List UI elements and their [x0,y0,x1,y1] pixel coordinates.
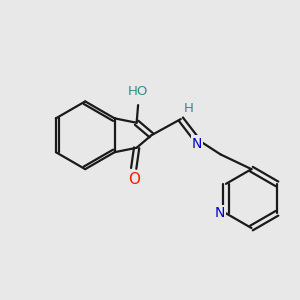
Text: H: H [184,102,194,115]
Text: HO: HO [128,85,148,98]
Text: O: O [128,172,140,187]
Text: N: N [192,136,202,151]
Text: N: N [214,206,225,220]
